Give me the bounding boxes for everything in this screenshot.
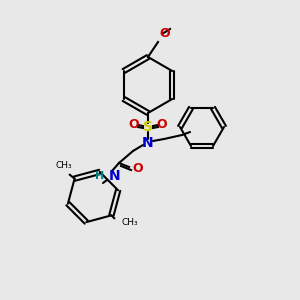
Text: S: S xyxy=(143,120,153,134)
Text: O: O xyxy=(157,118,167,131)
Text: CH₃: CH₃ xyxy=(122,218,138,227)
Text: CH₃: CH₃ xyxy=(55,160,72,169)
Text: O: O xyxy=(159,27,169,40)
Text: O: O xyxy=(132,163,142,176)
Text: O: O xyxy=(129,118,139,131)
Text: N: N xyxy=(142,136,154,150)
Text: H: H xyxy=(95,171,104,181)
Text: N: N xyxy=(109,169,121,183)
